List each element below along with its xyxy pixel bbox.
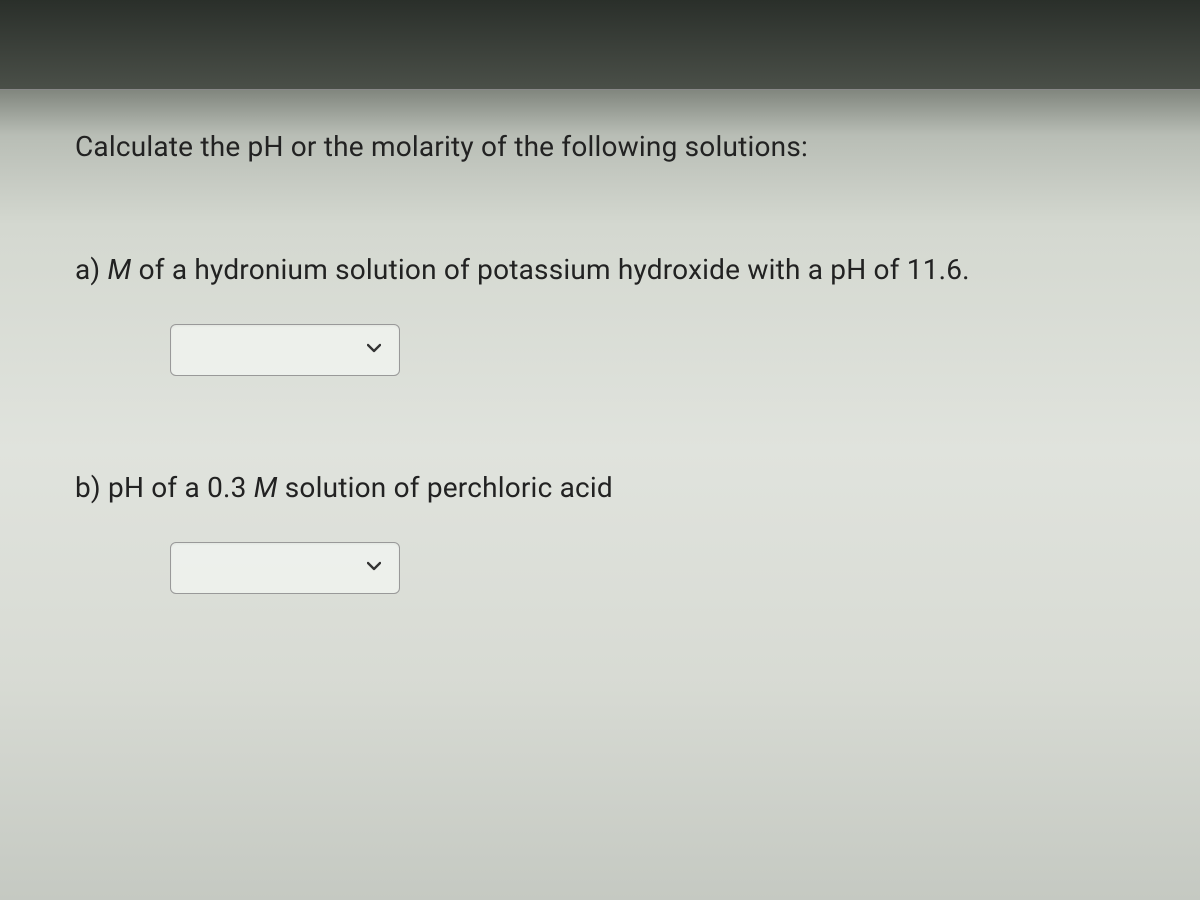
content-area: Calculate the pH or the molarity of the … xyxy=(75,130,1145,689)
question-b-italic: M xyxy=(254,471,278,504)
select-b[interactable] xyxy=(170,542,400,594)
question-a: a) M of a hydronium solution of potassiu… xyxy=(75,253,1145,286)
question-a-text: of a hydronium solution of potassium hyd… xyxy=(131,253,969,286)
select-a-wrapper xyxy=(170,324,400,376)
select-b-wrapper xyxy=(170,542,400,594)
question-b-text: solution of perchloric acid xyxy=(278,471,613,504)
top-dark-band xyxy=(0,0,1200,90)
question-b-prefix: b) pH of a 0.3 xyxy=(75,471,254,504)
select-a[interactable] xyxy=(170,324,400,376)
question-a-italic: M xyxy=(108,253,132,286)
chevron-down-icon xyxy=(367,561,381,575)
question-a-prefix: a) xyxy=(75,253,108,286)
prompt-text: Calculate the pH or the molarity of the … xyxy=(75,130,1145,163)
chevron-down-icon xyxy=(367,343,381,357)
question-b: b) pH of a 0.3 M solution of perchloric … xyxy=(75,471,1145,504)
